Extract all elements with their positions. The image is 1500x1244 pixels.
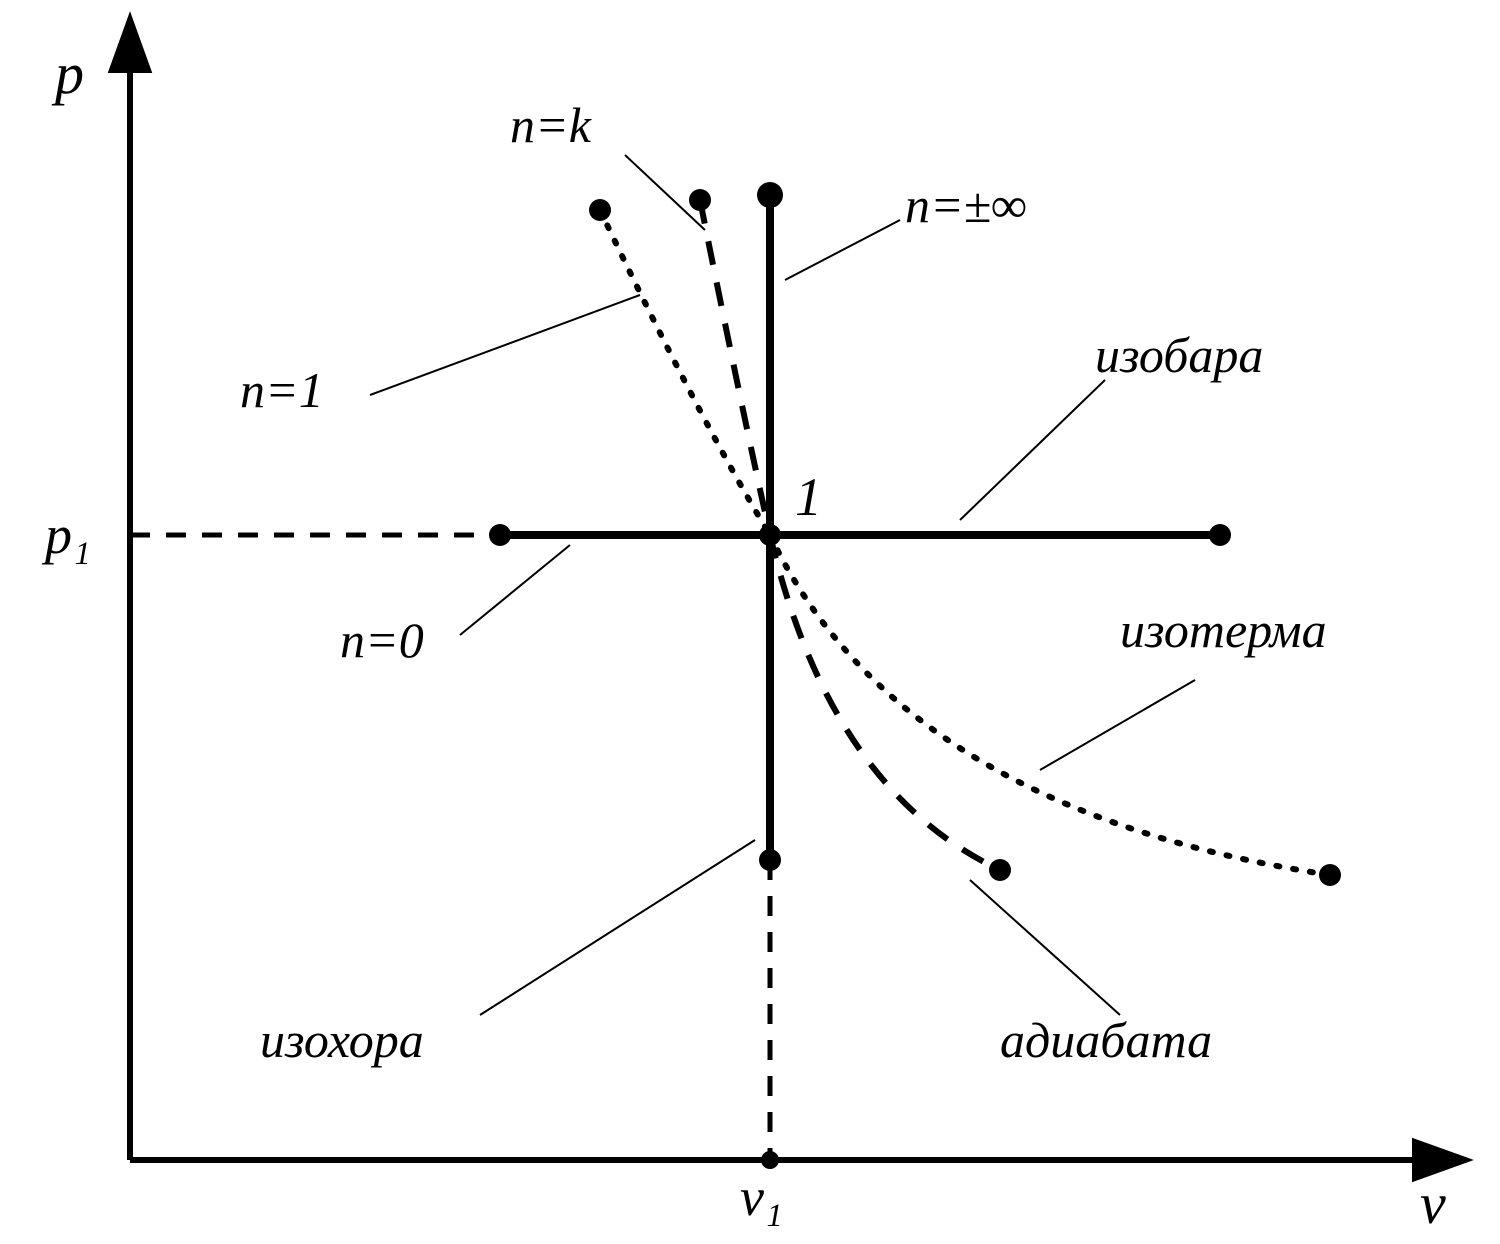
n-equals-1-label: n=1 [240, 365, 324, 415]
p1-axis-tick: p₁ [45, 508, 91, 562]
isochor-label: изохора [260, 1015, 424, 1065]
x-axis-label: v [1420, 1175, 1446, 1233]
y-axis-label: p [55, 45, 84, 103]
isobar-label: изобара [1095, 330, 1263, 380]
isotherm-label: изотерма [1120, 605, 1327, 655]
n-equals-k-label: n=k [510, 100, 591, 150]
axes [112, 20, 1465, 1178]
axis-guides [130, 535, 770, 1160]
adiabat-label: адиабата [1000, 1015, 1212, 1065]
n-equals-0-label: n=0 [340, 615, 424, 665]
v1-axis-tick: v₁ [740, 1170, 783, 1224]
pv-diagram: p v p₁ v₁ 1 n=k n=±∞ n=1 n=0 изобара изо… [0, 0, 1500, 1244]
n-equals-infinity-label: n=±∞ [905, 180, 1027, 230]
center-point-label: 1 [795, 470, 822, 524]
